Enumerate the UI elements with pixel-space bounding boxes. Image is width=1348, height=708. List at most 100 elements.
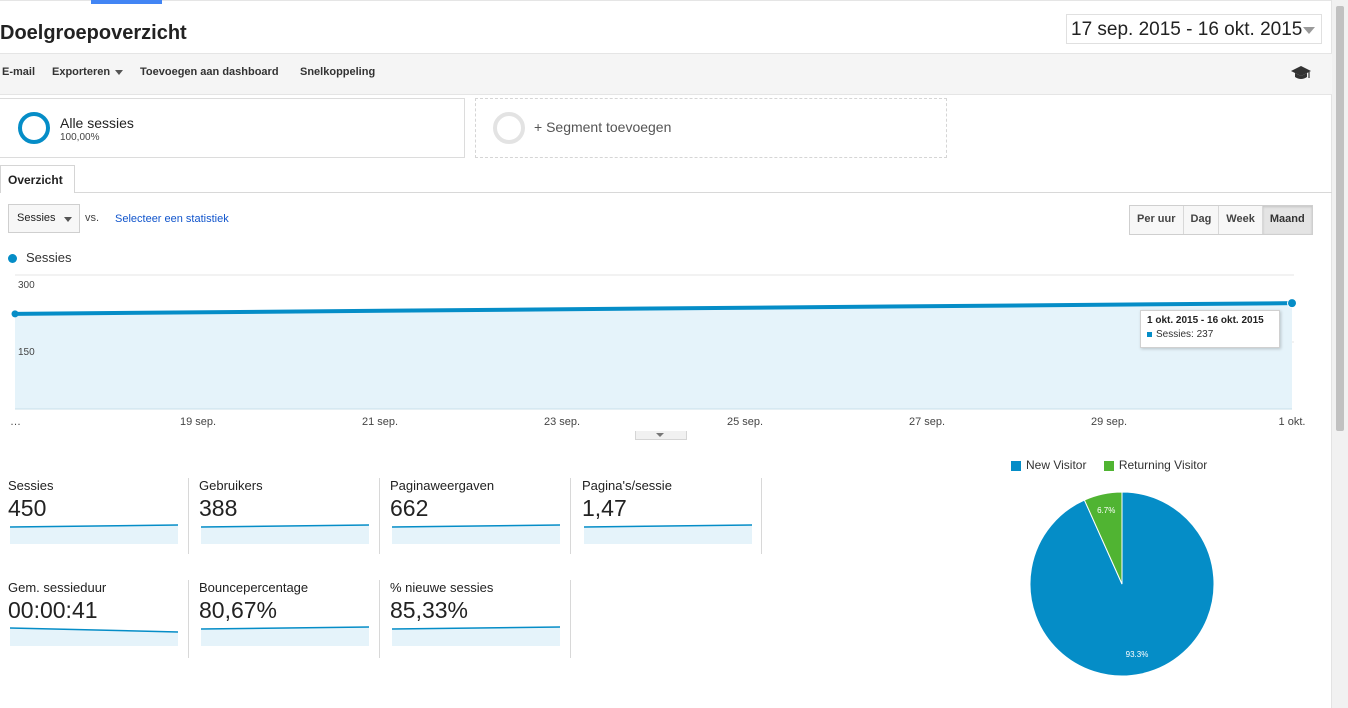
vertical-scrollbar[interactable] (1331, 0, 1348, 708)
x-tick-label: 27 sep. (909, 416, 945, 428)
page-title: Doelgroepoverzicht (0, 22, 187, 44)
tooltip-value-text: Sessies: 237 (1156, 329, 1214, 340)
metric-divider (761, 478, 762, 554)
legend-square-icon (1103, 460, 1114, 471)
add-segment-button[interactable]: + Segment toevoegen (475, 98, 947, 158)
x-tick-label: 25 sep. (727, 416, 763, 428)
y-tick-label: 150 (18, 347, 35, 358)
active-nav-indicator (91, 0, 162, 4)
metric-label: % nieuwe sessies (390, 580, 494, 595)
add-segment-label: + Segment toevoegen (534, 119, 672, 135)
series-line (14, 301, 1293, 316)
metric-value: 00:00:41 (8, 597, 98, 623)
tab-bar-divider (0, 192, 1332, 193)
metric-select[interactable]: Sessies (8, 204, 80, 233)
tooltip-value: Sessies: 237 (1147, 329, 1273, 340)
metric-divider (379, 478, 380, 554)
metric-card[interactable]: Pagina's/sessie 1,47 (582, 478, 754, 544)
x-tick-label: 21 sep. (362, 416, 398, 428)
metric-card[interactable]: Paginaweergaven 662 (390, 478, 562, 544)
legend-returning-visitor-label: Returning Visitor (1118, 458, 1208, 472)
date-range-picker[interactable]: 17 sep. 2015 - 16 okt. 2015 (1066, 14, 1322, 44)
select-metric-link[interactable]: Selecteer een statistiek (115, 213, 229, 225)
period-day-button[interactable]: Dag (1183, 206, 1220, 234)
metric-divider (570, 580, 571, 658)
period-week-button[interactable]: Week (1219, 206, 1263, 234)
graduation-cap-icon[interactable] (1290, 64, 1312, 82)
series-dot-icon (8, 254, 17, 264)
legend-returning-visitor[interactable]: Returning Visitor (1103, 458, 1208, 472)
x-tick-label: 23 sep. (544, 416, 580, 428)
legend-new-visitor[interactable]: New Visitor (1011, 458, 1086, 472)
chevron-down-icon (64, 217, 72, 222)
metric-sparkline (391, 626, 560, 646)
metric-divider (188, 478, 189, 554)
report-toolbar: E-mail Exporteren Toevoegen aan dashboar… (0, 53, 1332, 95)
metric-card[interactable]: Gem. sessieduur 00:00:41 (8, 580, 180, 646)
email-button[interactable]: E-mail (2, 66, 36, 78)
period-toggle: Per uur Dag Week Maand (1129, 205, 1313, 235)
metric-label: Gebruikers (199, 478, 263, 493)
x-tick-label: … (10, 416, 21, 428)
metric-select-value: Sessies (17, 212, 56, 224)
metric-value: 85,33% (390, 597, 469, 623)
series-square-icon (1147, 331, 1152, 337)
segment-percentage: 100,00% (60, 132, 100, 143)
vs-label: vs. (85, 212, 100, 224)
metric-sparkline (9, 524, 178, 544)
chevron-down-icon (1303, 27, 1315, 34)
pie-slice-label: 6.7% (1097, 506, 1115, 515)
collapse-chart-handle[interactable] (635, 431, 687, 440)
visitor-pie-chart: 93.3% 6.7% (1029, 491, 1215, 677)
metric-label: Pagina's/sessie (582, 478, 672, 493)
pie-legend: New Visitor Returning Visitor (1011, 458, 1221, 472)
data-point (1287, 298, 1297, 309)
metric-label: Paginaweergaven (390, 478, 495, 493)
metric-divider (379, 580, 380, 658)
pie-slice (1083, 491, 1123, 585)
metric-label: Sessies (8, 478, 54, 493)
legend-square-icon (1011, 460, 1021, 471)
metric-value: 450 (8, 495, 47, 521)
legend-series-name: Sessies (26, 250, 72, 265)
chart-tooltip: 1 okt. 2015 - 16 okt. 2015 Sessies: 237 (1140, 310, 1280, 348)
data-point (11, 310, 19, 318)
metric-sparkline (200, 524, 369, 544)
metric-card[interactable]: Gebruikers 388 (199, 478, 371, 544)
segment-ring-icon (18, 112, 50, 144)
metric-value: 1,47 (582, 495, 627, 521)
export-label: Exporteren (52, 66, 111, 78)
metric-sparkline (583, 524, 752, 544)
chart-legend: Sessies (8, 250, 72, 265)
legend-new-visitor-label: New Visitor (1026, 458, 1087, 472)
chevron-down-icon (115, 69, 124, 75)
pie-slice-label: 93.3% (1126, 650, 1149, 659)
metric-sparkline (9, 627, 178, 646)
period-hour-button[interactable]: Per uur (1130, 206, 1184, 234)
top-border (0, 0, 1332, 5)
scrollbar-thumb[interactable] (1336, 6, 1344, 431)
metric-label: Gem. sessieduur (8, 580, 107, 595)
metric-divider (570, 478, 571, 554)
x-tick-label: 19 sep. (180, 416, 216, 428)
shortcut-button[interactable]: Snelkoppeling (300, 66, 376, 78)
chevron-down-icon (656, 433, 664, 437)
metric-card[interactable]: % nieuwe sessies 85,33% (390, 580, 562, 646)
metric-value: 388 (199, 495, 238, 521)
sessions-line-chart: … 19 sep. 21 sep. 23 sep. 25 sep. 27 sep. 29 s… (10, 274, 1305, 428)
series-area (15, 303, 1292, 409)
metric-value: 662 (390, 495, 429, 521)
metric-label: Bouncepercentage (199, 580, 309, 595)
x-tick-label: 29 sep. (1091, 416, 1127, 428)
tooltip-title: 1 okt. 2015 - 16 okt. 2015 (1147, 315, 1264, 326)
tab-overview[interactable]: Overzicht (0, 165, 75, 193)
metric-card[interactable]: Sessies 450 (8, 478, 180, 544)
metric-value: 80,67% (199, 597, 278, 623)
metric-card[interactable]: Bouncepercentage 80,67% (199, 580, 371, 646)
date-range-text: 17 sep. 2015 - 16 okt. 2015 (1071, 19, 1303, 40)
empty-segment-ring-icon (493, 112, 525, 144)
add-to-dashboard-button[interactable]: Toevoegen aan dashboard (140, 66, 279, 78)
period-month-button[interactable]: Maand (1262, 206, 1312, 234)
export-button[interactable]: Exporteren (52, 66, 124, 78)
segment-all-sessions[interactable]: Alle sessies 100,00% (0, 98, 465, 158)
